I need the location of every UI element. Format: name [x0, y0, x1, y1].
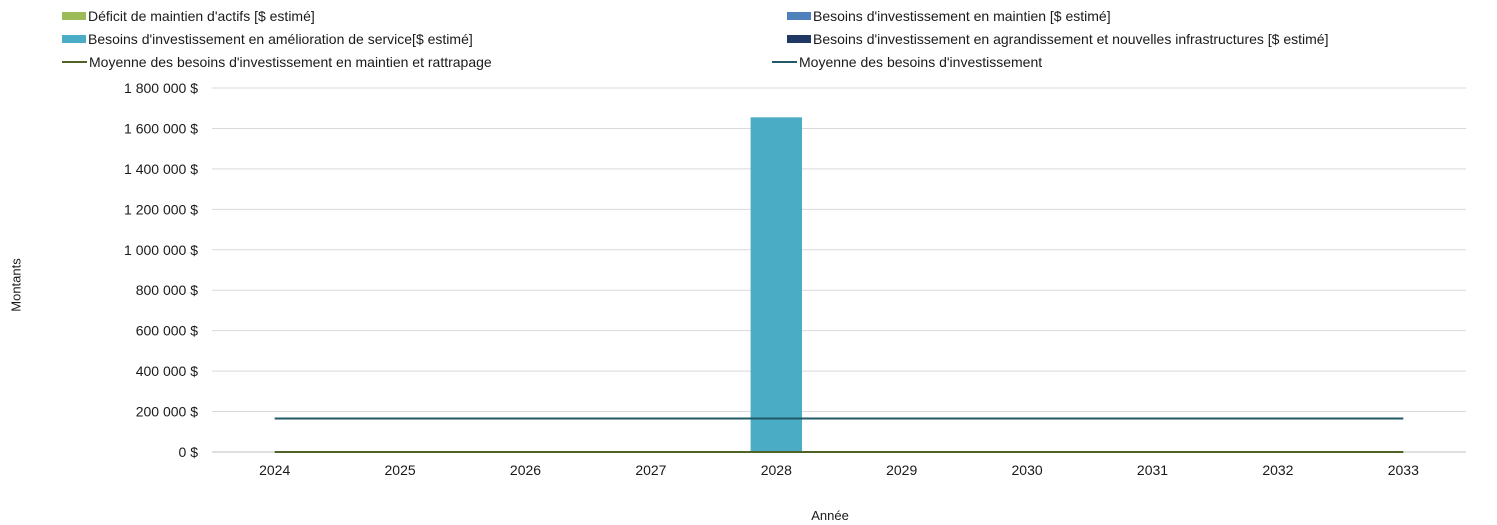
legend-label-maintien: Besoins d'investissement en maintien [$ … [813, 8, 1111, 24]
legend-label-moyenne-maintien: Moyenne des besoins d'investissement en … [89, 54, 492, 70]
legend-swatch-amelioration [62, 35, 86, 43]
legend-label-moyenne: Moyenne des besoins d'investissement [799, 54, 1043, 70]
legend-swatch-moyenne-maintien [62, 61, 87, 63]
legend-item-moyenne-maintien: Moyenne des besoins d'investissement en … [62, 54, 492, 70]
y-tick-label: 200 000 $ [136, 404, 198, 420]
legend-item-amelioration: Besoins d'investissement en amélioration… [62, 31, 473, 47]
legend-swatch-agrandissement [787, 35, 811, 43]
x-tick-label: 2030 [1012, 462, 1043, 478]
legend-swatch-moyenne [772, 61, 797, 63]
y-axis-title: Montants [8, 258, 24, 312]
y-tick-label: 1 800 000 $ [124, 80, 198, 96]
y-tick-label: 1 600 000 $ [124, 120, 198, 136]
legend-swatch-maintien [787, 12, 811, 20]
y-tick-label: 1 400 000 $ [124, 161, 198, 177]
x-tick-label: 2028 [761, 462, 792, 478]
x-axis-title: Année [811, 508, 849, 523]
legend-label-deficit: Déficit de maintien d'actifs [$ estimé] [88, 8, 315, 24]
legend-item-moyenne: Moyenne des besoins d'investissement [772, 54, 1042, 70]
x-tick-label: 2029 [886, 462, 917, 478]
y-tick-label: 1 000 000 $ [124, 242, 198, 258]
legend-label-agrandissement: Besoins d'investissement en agrandisseme… [813, 31, 1329, 47]
y-tick-label: 600 000 $ [136, 323, 198, 339]
bar-2-2028 [750, 117, 803, 453]
y-tick-label: 0 $ [179, 444, 199, 460]
legend-item-deficit: Déficit de maintien d'actifs [$ estimé] [62, 8, 315, 24]
legend-swatch-deficit [62, 12, 86, 20]
x-tick-label: 2032 [1262, 462, 1293, 478]
x-tick-label: 2031 [1137, 462, 1168, 478]
x-tick-label: 2025 [385, 462, 416, 478]
legend-item-agrandissement: Besoins d'investissement en agrandisseme… [787, 31, 1328, 47]
x-tick-label: 2027 [635, 462, 666, 478]
y-tick-label: 400 000 $ [136, 363, 198, 379]
x-tick-label: 2026 [510, 462, 541, 478]
legend-label-amelioration: Besoins d'investissement en amélioration… [88, 31, 473, 47]
x-tick-label: 2033 [1388, 462, 1419, 478]
y-axis-title-wrap: Montants [6, 255, 26, 315]
y-tick-label: 800 000 $ [136, 282, 198, 298]
x-tick-label: 2024 [259, 462, 290, 478]
y-tick-label: 1 200 000 $ [124, 201, 198, 217]
legend-item-maintien: Besoins d'investissement en maintien [$ … [787, 8, 1111, 24]
